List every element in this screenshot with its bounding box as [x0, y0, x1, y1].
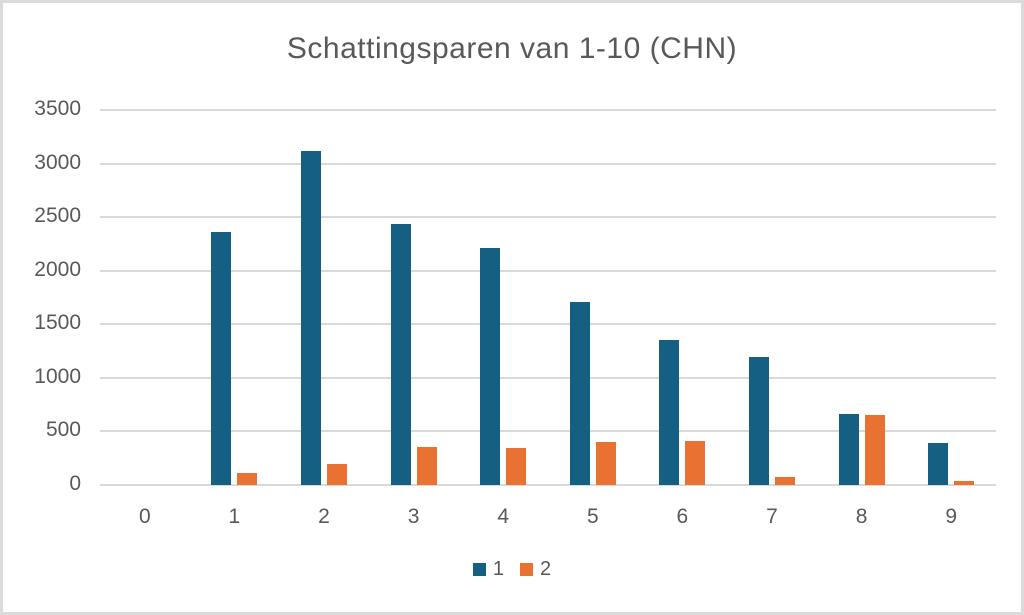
x-tick-label-5: 5: [586, 505, 599, 528]
y-tick-label-500: 500: [45, 418, 81, 442]
y-tick-label-1500: 1500: [34, 311, 81, 335]
plot-area: [100, 109, 996, 486]
x-tick-label-8: 8: [855, 505, 868, 528]
bar-series2-cat1: [237, 473, 258, 485]
bar-series1-cat6: [659, 339, 680, 485]
y-tick-label-0: 0: [69, 472, 81, 495]
legend-label: 1: [492, 558, 504, 580]
bar-series1-cat8: [838, 414, 859, 485]
y-tick-label-3000: 3000: [34, 150, 81, 174]
bar-series2-cat6: [685, 440, 706, 485]
legend-swatch-icon: [472, 562, 486, 576]
bar-series2-cat8: [864, 414, 885, 485]
bar-series1-cat3: [390, 223, 411, 485]
bar-series2-cat4: [506, 448, 527, 485]
x-tick-label-0: 0: [138, 505, 151, 528]
x-tick-label-1: 1: [228, 505, 241, 528]
gridline-3000: [100, 162, 996, 165]
y-tick-label-2000: 2000: [34, 257, 81, 281]
bar-series2-cat7: [775, 476, 795, 485]
gridline-500: [100, 430, 996, 433]
bar-series2-cat2: [327, 464, 347, 485]
gridline-2000: [100, 269, 996, 272]
x-tick-label-9: 9: [945, 505, 958, 528]
gridline-0: [100, 484, 996, 486]
legend-item-1: 1: [472, 558, 504, 580]
gridline-3500: [100, 109, 996, 111]
bar-series2-cat3: [416, 446, 437, 485]
gridline-2500: [100, 216, 996, 219]
bar-series1-cat5: [569, 301, 590, 485]
bar-series1-cat4: [480, 248, 501, 485]
bar-series2-cat5: [595, 442, 616, 485]
y-tick-label-3500: 3500: [34, 97, 81, 120]
legend-label: 2: [540, 558, 552, 580]
x-tick-label-4: 4: [497, 505, 510, 528]
bar-series1-cat7: [749, 356, 769, 485]
bar-series1-cat1: [211, 232, 232, 485]
chart-title: Schattingsparen van 1-10 (CHN): [286, 32, 738, 65]
bar-series1-cat2: [301, 150, 321, 485]
x-tick-label-7: 7: [766, 505, 778, 528]
y-tick-label-1000: 1000: [34, 364, 81, 388]
gridline-1000: [100, 376, 996, 379]
x-tick-label-6: 6: [676, 505, 689, 528]
legend-item-2: 2: [520, 559, 551, 579]
x-tick-label-3: 3: [407, 505, 420, 528]
x-tick-label-2: 2: [318, 505, 330, 528]
gridline-1500: [100, 323, 996, 326]
bar-series1-cat9: [928, 442, 949, 485]
y-tick-label-2500: 2500: [34, 204, 81, 228]
legend-swatch-icon: [520, 562, 533, 576]
bar-series2-cat9: [954, 481, 975, 485]
